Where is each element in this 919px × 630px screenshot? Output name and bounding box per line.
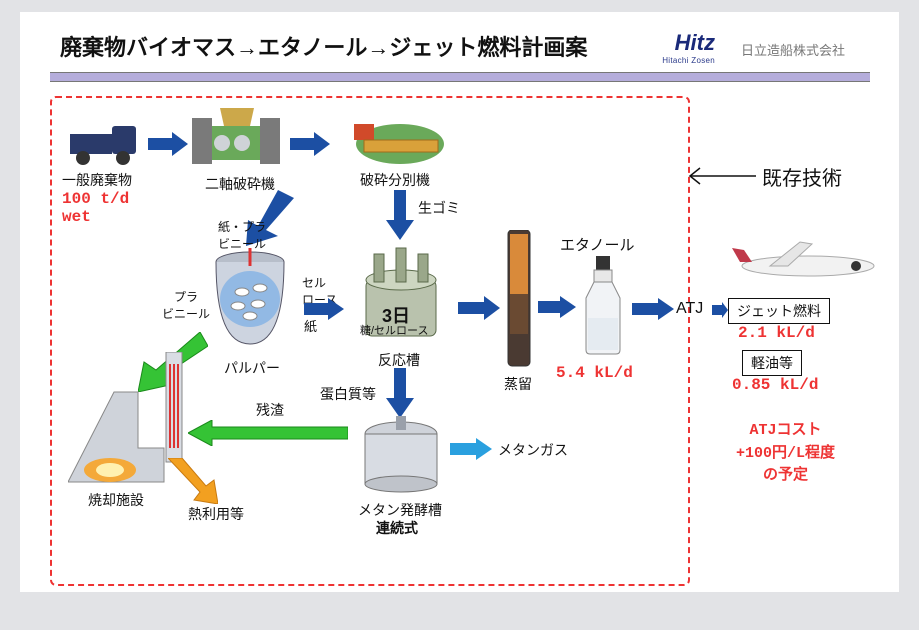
- pulper-top-label: 紙・プラ ビニール: [218, 218, 266, 252]
- arrow-reactor-methane: [386, 368, 414, 418]
- ethanol-label: エタノール: [560, 234, 635, 255]
- arrow-truck-crusher: [148, 132, 188, 156]
- reactor-sub: 糖/セルロース: [360, 322, 429, 338]
- airplane-icon: [730, 224, 880, 294]
- continuous-label: 連続式: [376, 518, 418, 538]
- arrow-pulper-reactor: [304, 298, 344, 320]
- truck-rate: 100 t/d wet: [62, 190, 129, 226]
- atj-label: ATJ: [676, 300, 703, 318]
- truck-icon: [65, 122, 145, 167]
- truck-label: 一般廃棄物: [62, 170, 132, 190]
- arrow-distill-bottle: [538, 296, 576, 318]
- existing-tech-pointer: [688, 162, 758, 192]
- methane-tank-label: メタン発酵槽: [358, 500, 442, 520]
- raw-label: 生ゴミ: [418, 198, 460, 218]
- existing-tech-label: 既存技術: [762, 162, 842, 191]
- arrow-methane-gas: [450, 438, 492, 460]
- reactor-label: 反応槽: [378, 350, 420, 370]
- arrow-separator-reactor: [386, 190, 414, 240]
- pura-label: プラ ビニール: [162, 288, 210, 322]
- atj-cost: ATJコスト +100円/L程度 の予定: [736, 420, 835, 488]
- arrow-residue: [188, 420, 348, 446]
- residue-label: 残渣: [256, 400, 284, 420]
- ethanol-rate: 5.4 kL/d: [556, 364, 633, 382]
- protein-label: 蛋白質等: [320, 384, 376, 404]
- crusher-icon: [192, 108, 282, 173]
- diesel-box: 軽油等: [742, 350, 802, 376]
- header: 廃棄物バイオマス→エタノール→ジェット燃料計画案 Hitz Hitachi Zo…: [60, 30, 860, 70]
- arrow-reactor-distill: [458, 296, 500, 320]
- incinerator-label: 焼却施設: [88, 490, 144, 510]
- distill-icon: [504, 230, 534, 370]
- diesel-rate: 0.85 kL/d: [732, 376, 818, 394]
- logo-subtitle: Hitachi Zosen: [662, 56, 715, 65]
- jetfuel-rate: 2.1 kL/d: [738, 324, 815, 342]
- header-bar: [50, 72, 870, 82]
- pulper-label: パルパー: [224, 358, 280, 378]
- heat-label: 熱利用等: [188, 504, 244, 524]
- methane-tank-icon: [356, 416, 446, 496]
- separator-icon: [338, 110, 448, 170]
- page-title: 廃棄物バイオマス→エタノール→ジェット燃料計画案: [60, 35, 587, 60]
- distill-label: 蒸留: [504, 374, 532, 394]
- arrow-heat: [168, 458, 218, 504]
- separator-label: 破砕分別機: [360, 170, 430, 190]
- jetfuel-box: ジェット燃料: [728, 298, 830, 324]
- arrow-atj-jetfuel: [712, 302, 728, 318]
- pulper-icon: [200, 244, 300, 354]
- arrow-bottle-atj: [632, 298, 674, 320]
- arrow-crusher-separator: [290, 132, 330, 156]
- methane-gas-label: メタンガス: [498, 440, 568, 460]
- slide: 廃棄物バイオマス→エタノール→ジェット燃料計画案 Hitz Hitachi Zo…: [20, 12, 899, 592]
- logo: Hitz: [675, 30, 715, 56]
- ethanol-icon: [578, 256, 628, 356]
- company-name: 日立造船株式会社: [741, 40, 845, 59]
